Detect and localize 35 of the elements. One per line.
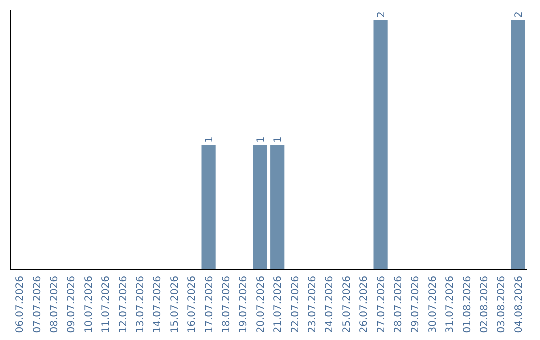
x-tick-label: 01.08.2026 [462, 276, 474, 334]
x-tick-label: 16.07.2026 [187, 276, 198, 334]
x-tick-label: 24.07.2026 [324, 276, 336, 334]
x-tick-label: 04.08.2026 [514, 276, 525, 334]
x-tick-label: 02.08.2026 [480, 276, 490, 334]
x-tick-label: 14.07.2026 [152, 276, 164, 334]
x-tick-label: 10.07.2026 [84, 276, 95, 334]
x-tick-label: 26.07.2026 [359, 276, 370, 334]
x-tick-label: 22.07.2026 [290, 276, 302, 334]
x-tick-label: 28.07.2026 [394, 276, 404, 334]
data-label: 1 [204, 136, 216, 143]
data-label: 2 [376, 12, 388, 18]
x-tick-label: 03.08.2026 [496, 276, 508, 334]
x-tick-label: 19.07.2026 [238, 276, 250, 334]
x-tick-label: 18.07.2026 [222, 276, 232, 334]
data-label: 2 [514, 12, 525, 18]
x-tick-label: 08.07.2026 [50, 276, 60, 334]
x-tick-label: 13.07.2026 [136, 276, 146, 334]
x-tick-label: 07.07.2026 [32, 276, 44, 334]
x-tick-label: 25.07.2026 [342, 276, 353, 334]
data-label: 1 [273, 136, 284, 143]
x-tick-label: 06.07.2026 [15, 276, 26, 334]
data-label: 1 [256, 136, 267, 143]
x-tick-label: 27.07.2026 [376, 276, 388, 334]
x-tick-label: 15.07.2026 [170, 276, 181, 334]
x-tick-label: 09.07.2026 [66, 276, 78, 334]
x-tick-label: 29.07.2026 [410, 276, 422, 334]
x-tick-label: 12.07.2026 [118, 276, 130, 334]
x-tick-label: 11.07.2026 [101, 276, 112, 334]
x-tick-label: 21.07.2026 [273, 276, 284, 334]
x-tick-label: 20.07.2026 [256, 276, 267, 334]
x-tick-label: 23.07.2026 [308, 276, 318, 334]
x-tick-label: 30.07.2026 [428, 276, 439, 334]
x-tick-label: 17.07.2026 [204, 276, 216, 334]
x-tick-label: 31.07.2026 [445, 276, 456, 334]
